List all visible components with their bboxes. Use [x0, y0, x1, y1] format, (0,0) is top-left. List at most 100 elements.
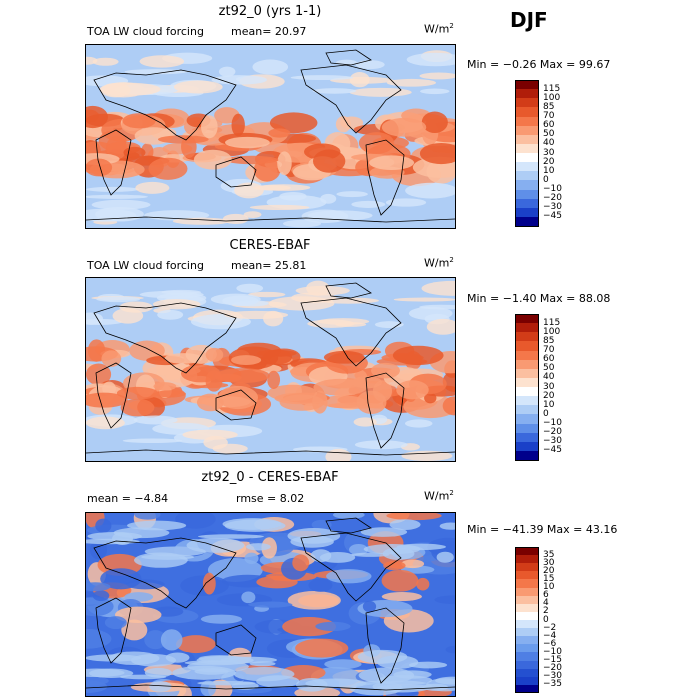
coastline	[86, 684, 455, 691]
field-blob	[104, 616, 127, 630]
field-blob	[139, 55, 185, 68]
colorbar-tick-label: 30	[543, 557, 555, 568]
colorbar-tick-label: −45	[543, 445, 562, 456]
field-blob	[267, 370, 281, 389]
colorbar-tick-label: 4	[543, 598, 549, 609]
field-blob	[173, 80, 223, 94]
field-blob	[434, 595, 455, 605]
field-blob	[356, 390, 387, 415]
field-blob	[100, 568, 142, 590]
field-blob	[313, 378, 367, 396]
colorbar-swatch	[515, 628, 539, 637]
field-blob	[360, 527, 408, 537]
colorbar-tick-label: 115	[543, 83, 561, 94]
field-blob	[386, 78, 437, 87]
field-blob	[295, 638, 349, 658]
colorbar-swatch	[515, 387, 539, 397]
panel1-minmax: Min = −0.26 Max = 99.67	[467, 58, 611, 71]
field-blob	[201, 115, 218, 139]
colorbar-swatch	[515, 396, 539, 406]
coastline	[215, 389, 257, 421]
panel1-title: zt92_0 (yrs 1-1)	[218, 4, 322, 19]
field-blob	[383, 560, 406, 571]
colorbar-swatch	[515, 350, 539, 361]
coastline	[365, 372, 405, 449]
colorbar-swatch	[515, 660, 539, 670]
panel2-title: CERES-EBAF	[229, 238, 311, 253]
colorbar-swatch	[515, 423, 539, 434]
field-blob	[320, 193, 337, 204]
colorbar-swatch	[515, 377, 539, 388]
coastline	[325, 49, 372, 66]
coastline	[300, 64, 402, 134]
coastline	[215, 156, 257, 188]
colorbar-swatch	[515, 587, 539, 597]
field-blob	[220, 656, 278, 664]
colorbar-tick-label: 0	[543, 408, 549, 419]
field-blob	[404, 419, 433, 428]
field-blob	[439, 522, 455, 530]
field-blob	[116, 386, 159, 400]
colorbar-swatch	[515, 547, 539, 556]
colorbar-tick-label: 100	[543, 92, 561, 103]
field-blob	[269, 112, 318, 134]
field-blob	[182, 429, 238, 440]
field-blob	[319, 551, 356, 563]
panel1-map	[85, 44, 456, 229]
colorbar-swatch	[515, 571, 539, 580]
field-blob	[401, 559, 425, 569]
field-blob	[133, 415, 178, 425]
field-blob	[253, 158, 281, 182]
colorbar-swatch	[515, 153, 539, 163]
field-blob	[149, 681, 172, 692]
field-blob	[113, 527, 170, 539]
field-blob	[389, 519, 421, 531]
map-field	[86, 513, 455, 696]
field-blob	[386, 513, 442, 521]
colorbar-tick-label: −20	[543, 427, 562, 438]
colorbar-swatch	[515, 359, 539, 370]
coastline	[86, 449, 455, 456]
field-blob	[120, 398, 155, 417]
field-blob	[358, 132, 395, 154]
field-blob	[217, 385, 258, 410]
colorbar-swatch	[515, 563, 539, 572]
field-blob	[249, 204, 310, 211]
field-blob	[186, 537, 245, 553]
colorbar-tick-label: −10	[543, 418, 562, 428]
colorbar-tick-label: −6	[543, 638, 557, 649]
field-blob	[86, 680, 108, 693]
colorbar-tick-label: 115	[543, 317, 561, 328]
field-blob	[123, 146, 146, 159]
field-blob	[164, 353, 203, 364]
coastline	[325, 282, 372, 299]
colorbar-swatch	[515, 555, 539, 564]
field-blob	[129, 340, 165, 361]
colorbar-swatch	[515, 414, 539, 424]
colorbar-tick-label: 6	[543, 590, 549, 601]
colorbar-tick-label: 60	[543, 120, 555, 131]
field-blob	[336, 191, 368, 198]
colorbar-tick-label: 60	[543, 354, 555, 365]
field-blob	[419, 72, 455, 80]
field-blob	[436, 551, 454, 563]
field-blob	[332, 513, 365, 519]
colorbar-swatch	[515, 207, 539, 218]
field-blob	[421, 111, 448, 134]
field-blob	[405, 182, 455, 199]
field-blob	[148, 157, 188, 180]
season-label: DJF	[510, 8, 548, 32]
panel3-unit-label: W/m2	[424, 489, 454, 503]
field-blob	[180, 364, 221, 383]
field-blob	[86, 56, 98, 65]
field-blob	[222, 518, 282, 530]
field-blob	[381, 592, 422, 602]
field-blob	[267, 384, 318, 402]
colorbar-tick-label: 20	[543, 156, 555, 167]
colorbar-tick-label: −20	[543, 663, 562, 674]
colorbar-tick-label: 2	[543, 606, 549, 617]
field-blob	[176, 635, 216, 654]
field-blob	[376, 655, 419, 669]
field-blob	[124, 69, 188, 75]
field-blob	[392, 345, 444, 366]
